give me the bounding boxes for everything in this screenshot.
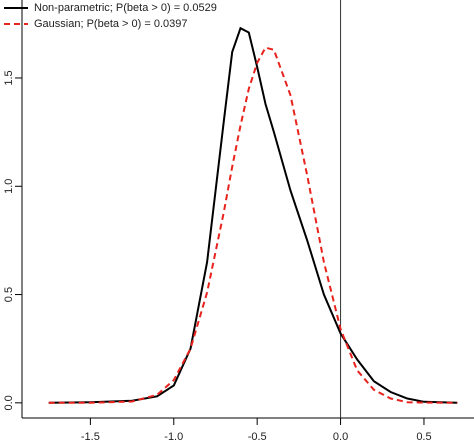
y-tick-label: 1.0 bbox=[3, 179, 15, 194]
x-tick-label: -0.5 bbox=[248, 431, 267, 443]
legend-label: Gaussian; P(beta > 0) = 0.0397 bbox=[34, 18, 188, 30]
y-tick-label: 1.5 bbox=[3, 70, 15, 85]
x-tick-label: -1.0 bbox=[164, 431, 183, 443]
y-tick-label: 0.5 bbox=[3, 287, 15, 302]
x-tick-label: 0.0 bbox=[333, 431, 348, 443]
x-tick-label: -1.5 bbox=[81, 431, 100, 443]
x-tick-label: 0.5 bbox=[416, 431, 431, 443]
density-line bbox=[48, 26, 458, 404]
density-line bbox=[48, 46, 458, 404]
legend-label: Non-parametric; P(beta > 0) = 0.0529 bbox=[34, 2, 217, 14]
y-tick-label: 0.0 bbox=[3, 395, 15, 410]
